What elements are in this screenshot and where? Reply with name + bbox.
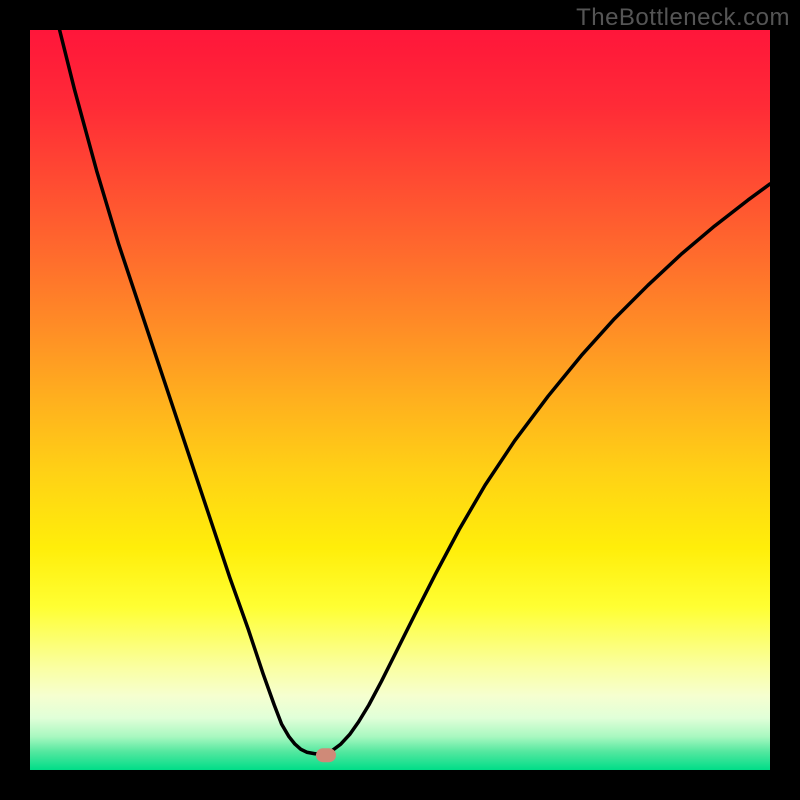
gradient-background [30,30,770,770]
optimum-marker [316,748,336,762]
watermark-text: TheBottleneck.com [576,4,790,32]
plot-area [30,30,770,770]
bottleneck-curve-chart [30,30,770,770]
chart-container: TheBottleneck.com [0,0,800,800]
